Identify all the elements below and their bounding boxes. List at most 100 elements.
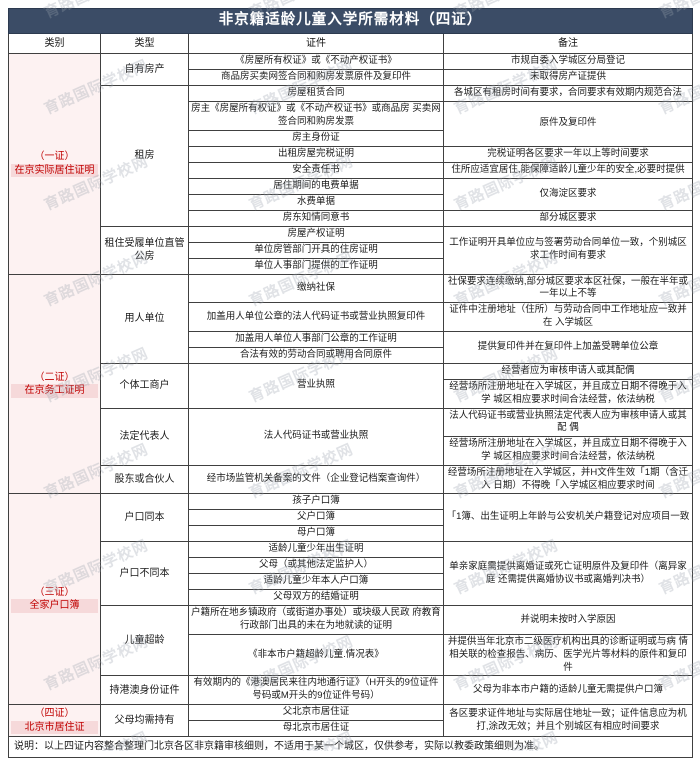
table-row: 儿童超龄 户籍所在地乡镇政府（或街道办事处）或块级人民政 府教育行政部门出具的未在…	[9, 605, 693, 677]
note-cell: 原件及复印件	[443, 101, 693, 147]
type-cell: 租住受履单位直管公房	[100, 225, 189, 275]
table-row: 户口不同本 适龄儿童少年出生证明 单亲家庭需提供离婚证或死亡证明原件及复印件（离异家…	[9, 541, 693, 607]
document-cell: 单位人事部门提供的工作证明	[188, 257, 444, 275]
table-row: 租住受履单位直管公房 房屋产权证明 工作证明开具单位应与签署劳动合同单位一致，个别城…	[9, 225, 693, 275]
document-cell: 单位房管部门开具的住房证明	[188, 241, 444, 259]
note-cell: 并说明未按时入学原因	[443, 605, 693, 635]
table-row: 出租房屋完税证明 完税证明各区要求一年以上等时间要求	[9, 145, 693, 163]
type-cell: 股东或合伙人	[100, 464, 189, 495]
page-title: 非京籍适龄儿童入学所需材料（四证）	[8, 8, 693, 34]
document-cell: 经市场监管机关备案的文件（企业登记档案查询件）	[188, 464, 444, 495]
document-cell: 房屋租赁合同	[188, 85, 444, 102]
document-cell: 适龄儿童少年出生证明	[188, 541, 444, 559]
document-cell: 父户口簿	[188, 509, 444, 527]
category-code: （二证）	[34, 371, 75, 383]
category-name: 全家户口簿	[11, 599, 98, 613]
document-cell: 父母双方的结婚证明	[188, 589, 444, 607]
document-cell: 合法有效的劳动合同或聘用合同原件	[188, 346, 444, 364]
note-cell: 完税证明各区要求一年以上等时间要求	[443, 145, 693, 163]
table-row: 合法有效的劳动合同或聘用合同原件	[9, 346, 693, 364]
document-cell: 户籍所在地乡镇政府（或街道办事处）或块级人民政 府教育行政部门出具的未在为地就读…	[188, 605, 444, 635]
document-cell: 房屋产权证明	[188, 225, 444, 243]
note-cell: 并提供当年北京市二级医疗机构出具的诊断证明或与病 情相关联的检查报告、病历、医学…	[443, 633, 693, 677]
note-cell: 「1簿、出生证明上年龄与公安机关户籍登记对应项目一致	[443, 493, 693, 543]
document-cell: 孩子户口簿	[188, 493, 444, 511]
note-cell: 法人代码证书或营业执照法定代表人应为审核申请人或其配 偶	[443, 407, 693, 438]
note-cell: 各城区有租房时间有要求，合同要求有效期内规范合法	[443, 85, 693, 102]
type-cell: 法定代表人	[100, 407, 189, 466]
column-header-0: 类别	[8, 33, 101, 54]
document-cell: 《非本市户籍超龄儿童.情况表》	[188, 633, 444, 677]
category-code: （一证）	[34, 151, 75, 163]
table-row: 持港澳身份证件 有效期内的《港澳居民来往内地通行证》（H开头的9位证件号码或M开头…	[9, 675, 693, 706]
table-title-row: 非京籍适龄儿童入学所需材料（四证）	[8, 8, 693, 34]
document-cell: 水费单据	[188, 193, 444, 211]
requirements-table: 非京籍适龄儿童入学所需材料（四证） 类别 类型 证件 备注 （一证） 在京实际居住证明 自有房…	[8, 8, 693, 758]
note-cell: 工作证明开具单位应与签署劳动合同单位一致，个别城区 求工作时间有要求	[443, 225, 693, 275]
document-cell: 母北京市居住证	[188, 720, 444, 738]
column-header-2: 证件	[188, 33, 444, 54]
table-row: 法定代表人 法人代码证书或营业执照 法人代码证书或营业执照法定代表人应为审核申请人或…	[9, 407, 693, 466]
note-cell: 社保要求连续缴纳,部分城区要求本区社保，一般在半年或一年以上不等	[443, 273, 693, 304]
document-cell: 母户口簿	[188, 525, 444, 543]
table-row: 商品房买卖网签合同和购房发票原件及复印件 未取得房产证提供	[9, 69, 693, 86]
type-cell: 用人单位	[100, 273, 189, 364]
category-cell: （二证） 在京务工证明	[8, 273, 101, 495]
note-cell: 单亲家庭需提供离婚证或死亡证明原件及复印件（离异家庭 还需提供离婚协议书或离婚判…	[443, 541, 693, 607]
table-row: （一证） 在京实际居住证明 自有房产 《房屋所有权证》或《不动产权证书》 市规自委入学城…	[8, 53, 693, 275]
footer-note-row: 说明：以上四证内容整合整理门北京各区非京籍审核细则，不适用于某一个城区，仅供参考…	[8, 736, 693, 758]
table-row: 经营场所注册地址在入学城区，并且成立日期不得晚于入学 城区相应要求时间合法经营，…	[9, 436, 693, 466]
note-cell: 提供复印件并在复印件上加盖受聘单位公章	[443, 330, 693, 364]
note-cell: 证件中注册地址（住所）与劳动合同中工作地址应一致并在 入学城区	[443, 302, 693, 332]
document-cell: 房主《房屋所有权证》或《不动产权证书》或商品房 买卖网签合同和购房发票	[188, 101, 444, 131]
category-code: （三证）	[34, 586, 75, 598]
category-name: 在京务工证明	[11, 384, 98, 398]
document-cell: 房东知情同意书	[188, 209, 444, 227]
document-cell: 父母（或其他法定监护人）	[188, 557, 444, 575]
note-cell: 仅海淀区要求	[443, 177, 693, 211]
document-cell: 营业执照	[188, 362, 444, 409]
document-cell: 缴纳社保	[188, 273, 444, 304]
table-row: 个体工商户 营业执照 经营者应为审核申请人或其配偶	[9, 362, 693, 409]
category-code: （四证）	[34, 708, 75, 720]
table-row: 经营场所注册地址在入学城区，并且成立日期不得晚于入学 城区相应要求时间合法经营，…	[9, 378, 693, 409]
table-row: （二证） 在京务工证明 用人单位 缴纳社保 社保要求连续缴纳,部分城区要求本区社保，一般…	[8, 273, 693, 495]
document-cell: 适龄儿童少年本人户口簿	[188, 573, 444, 591]
table-row: 加盖用人单位公章的法人代码证书或营业执照复印件 证件中注册地址（住所）与劳动合同中…	[9, 302, 693, 332]
column-header-1: 类型	[100, 33, 189, 54]
document-cell: 加盖用人单位人事部门公章的工作证明	[188, 330, 444, 348]
type-cell: 租房	[100, 85, 189, 227]
document-cell: 父北京市居住证	[188, 704, 444, 722]
document-cell: 商品房买卖网签合同和购房发票原件及复印件	[188, 69, 444, 86]
type-cell: 儿童超龄	[100, 605, 189, 677]
note-cell: 各区要求证件地址与实际居住地址一致；证件信息应为机 打,涂改无效；并且个别城区有…	[443, 704, 693, 738]
note-cell: 经营场所注册地址在入学城区，并且成立日期不得晚于入学 城区相应要求时间合法经营，…	[443, 436, 693, 466]
column-header-3: 备注	[443, 33, 693, 54]
category-cell: （四证） 北京市居住证	[8, 704, 101, 738]
note-cell: 部分城区要求	[443, 209, 693, 227]
table-row: 居住期间的电费单据 仅海淀区要求	[9, 177, 693, 211]
table-row: 租房 房屋租赁合同 各城区有租房时间有要求，合同要求有效期内规范合法	[9, 85, 693, 227]
table-row: 《非本市户籍超龄儿童.情况表》 并提供当年北京市二级医疗机构出具的诊断证明或与病 …	[9, 633, 693, 677]
note-cell: 经营场所注册地址在入学城区，并且成立日期不得晚于入学 城区相应要求时间合法经营，…	[443, 378, 693, 409]
table-row: （三证） 全家户口簿 户口同本 孩子户口簿 「1簿、出生证明上年龄与公安机关户籍登记对应…	[8, 493, 693, 706]
type-cell: 户口同本	[100, 493, 189, 543]
table-row: （四证） 北京市居住证 父母均需持有 父北京市居住证 各区要求证件地址与实际居住地址一致…	[8, 704, 693, 738]
type-cell: 个体工商户	[100, 362, 189, 409]
document-cell: 有效期内的《港澳居民来往内地通行证》（H开头的9位证件号码或M开头的9位证件号码…	[188, 675, 444, 706]
table-row: 单位人事部门提供的工作证明	[9, 257, 693, 275]
table-row: 股东或合伙人 经市场监管机关备案的文件（企业登记档案查询件） 经营场所注册地址在入学…	[9, 464, 693, 495]
document-cell: 法人代码证书或营业执照	[188, 407, 444, 466]
type-cell: 自有房产	[100, 53, 189, 86]
document-cell: 居住期间的电费单据	[188, 177, 444, 195]
table-row: 父母双方的结婚证明	[9, 589, 693, 607]
document-cell: 出租房屋完税证明	[188, 145, 444, 163]
note-cell: 经营者应为审核申请人或其配偶	[443, 362, 693, 380]
type-cell: 父母均需持有	[100, 704, 189, 738]
note-cell: 父母为非本市户籍的适龄儿童无需提供户口簿	[443, 675, 693, 706]
category-name: 在京实际居住证明	[11, 163, 98, 178]
document-cell: 加盖用人单位公章的法人代码证书或营业执照复印件	[188, 302, 444, 332]
footer-note: 说明：以上四证内容整合整理门北京各区非京籍审核细则，不适用于某一个城区，仅供参考…	[8, 736, 693, 758]
requirements-sheet: 非京籍适龄儿童入学所需材料（四证） 类别 类型 证件 备注 （一证） 在京实际居住证明 自有房…	[8, 8, 693, 758]
type-cell: 户口不同本	[100, 541, 189, 607]
